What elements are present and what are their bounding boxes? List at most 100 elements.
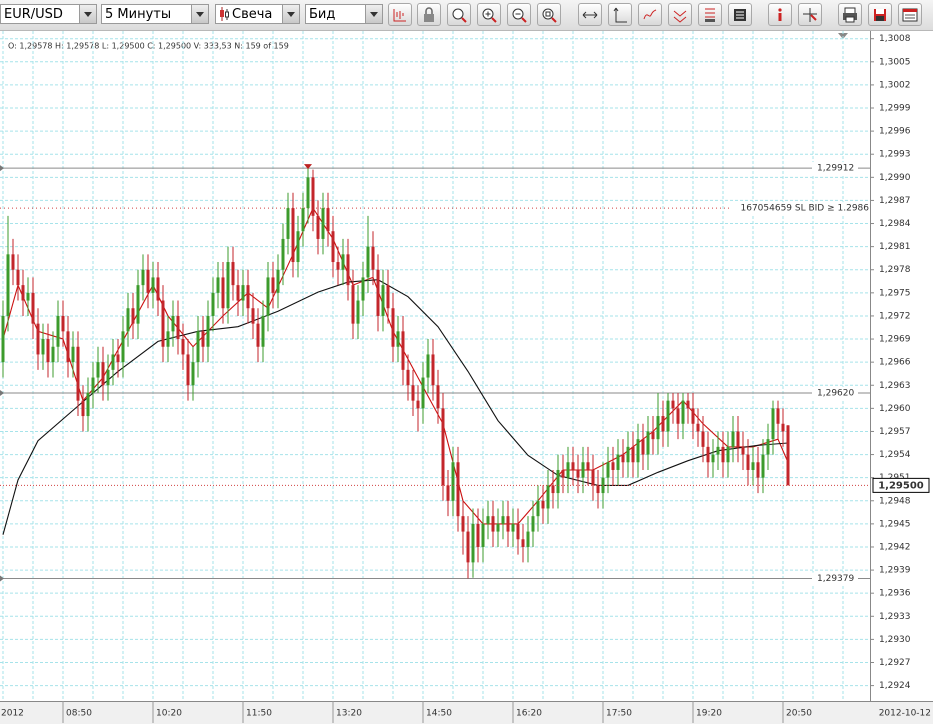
candle-body xyxy=(26,292,30,301)
candle-body xyxy=(651,431,655,440)
studies-button[interactable] xyxy=(668,3,692,26)
candle-body xyxy=(586,462,590,470)
candle-body xyxy=(236,285,240,301)
y-tick-label: 1,2954 xyxy=(879,450,911,460)
candle-body xyxy=(541,500,545,509)
candle-body xyxy=(676,408,680,424)
candle-body xyxy=(786,425,790,486)
zoom-button[interactable] xyxy=(447,3,471,26)
candle-body xyxy=(221,277,225,309)
candle-body xyxy=(346,254,350,286)
y-tick-label: 1,2939 xyxy=(879,566,911,576)
side-select[interactable]: Бид xyxy=(305,4,383,24)
candle-body xyxy=(116,354,120,363)
candle-body xyxy=(721,446,725,463)
icon xyxy=(452,8,467,23)
candle-body xyxy=(436,385,440,409)
icon xyxy=(705,8,715,22)
candle-body xyxy=(381,285,385,316)
candle-body xyxy=(596,485,600,494)
icon xyxy=(482,8,497,23)
candle-body xyxy=(31,292,35,324)
candle-body xyxy=(301,208,305,232)
candle-body xyxy=(476,523,480,547)
zoom-out-button[interactable] xyxy=(507,3,531,26)
axis-button[interactable] xyxy=(608,3,632,26)
icon xyxy=(643,9,657,20)
candle-body xyxy=(306,177,310,209)
candle-body xyxy=(176,315,180,340)
cursor-button[interactable] xyxy=(798,3,822,26)
candle-body xyxy=(51,346,55,363)
candle-body xyxy=(316,215,320,239)
y-tick-label: 1,2924 xyxy=(879,681,911,691)
template-button[interactable] xyxy=(728,3,752,26)
candle-body xyxy=(496,523,500,532)
period-select[interactable]: 5 Минуты xyxy=(101,4,209,24)
zoom-in-button[interactable] xyxy=(477,3,501,26)
candle-body xyxy=(186,354,190,386)
candle-body xyxy=(46,339,50,363)
window-button[interactable] xyxy=(898,3,922,26)
level-label: 1,29620 xyxy=(817,388,854,398)
candle-body xyxy=(671,400,675,409)
plot-area xyxy=(0,31,870,701)
fibo-button[interactable] xyxy=(698,3,722,26)
candle-body xyxy=(716,446,720,455)
current-price-box xyxy=(872,477,930,493)
candle-body xyxy=(121,331,125,363)
y-tick-label: 1,2948 xyxy=(879,496,911,506)
x-tick-label: 17:50 xyxy=(606,709,632,719)
toolbar: EUR/USD 5 Минуты Свеча Бид xyxy=(0,0,933,31)
candle-body xyxy=(326,208,330,232)
scroll-button[interactable] xyxy=(578,3,602,26)
candle-icon xyxy=(220,7,229,21)
candle-body xyxy=(756,462,760,478)
candle-body xyxy=(416,400,420,409)
candle-body xyxy=(466,531,470,563)
candle-body xyxy=(741,446,745,455)
y-tick-label: 1,2966 xyxy=(879,358,911,368)
candle-body xyxy=(101,362,105,386)
candle-body xyxy=(661,416,665,432)
candle-body xyxy=(711,454,715,463)
symbol: EUR/USD xyxy=(4,7,63,22)
style-select[interactable]: Свеча xyxy=(215,4,300,24)
save-button[interactable] xyxy=(868,3,892,26)
candle-body xyxy=(461,516,465,532)
x-tick-label: 19:20 xyxy=(696,709,722,719)
level-label-bg xyxy=(812,162,858,175)
candle-body xyxy=(526,531,530,547)
indicator-button[interactable] xyxy=(638,3,662,26)
print-button[interactable] xyxy=(838,3,862,26)
candle-body xyxy=(331,231,335,263)
side: Бид xyxy=(309,7,336,22)
candle-body xyxy=(426,354,430,378)
candle-body xyxy=(411,385,415,401)
candle-body xyxy=(261,315,265,347)
y-tick-label: 1,2981 xyxy=(879,242,911,252)
candle-body xyxy=(706,446,710,463)
candle-body xyxy=(781,423,785,432)
candle-body xyxy=(241,285,245,301)
candle-body xyxy=(296,231,300,263)
symbol-select[interactable]: EUR/USD xyxy=(0,4,97,24)
candle-body xyxy=(446,485,450,501)
candle-body xyxy=(321,208,325,239)
candle-body xyxy=(66,331,70,363)
order-label-bg xyxy=(732,202,870,215)
candle-body xyxy=(136,285,140,324)
info-button[interactable] xyxy=(768,3,792,26)
lock-button[interactable] xyxy=(417,3,441,26)
candle-body xyxy=(371,246,375,270)
y-tick-label: 1,2972 xyxy=(879,311,911,321)
candle-body xyxy=(516,523,520,540)
bars-button[interactable] xyxy=(388,3,412,26)
candle-body xyxy=(356,300,360,324)
candle-body xyxy=(311,177,315,216)
candle-body xyxy=(731,431,735,447)
candle-body xyxy=(86,392,90,417)
candle-body xyxy=(161,300,165,347)
zoom-fit-button[interactable] xyxy=(537,3,561,26)
